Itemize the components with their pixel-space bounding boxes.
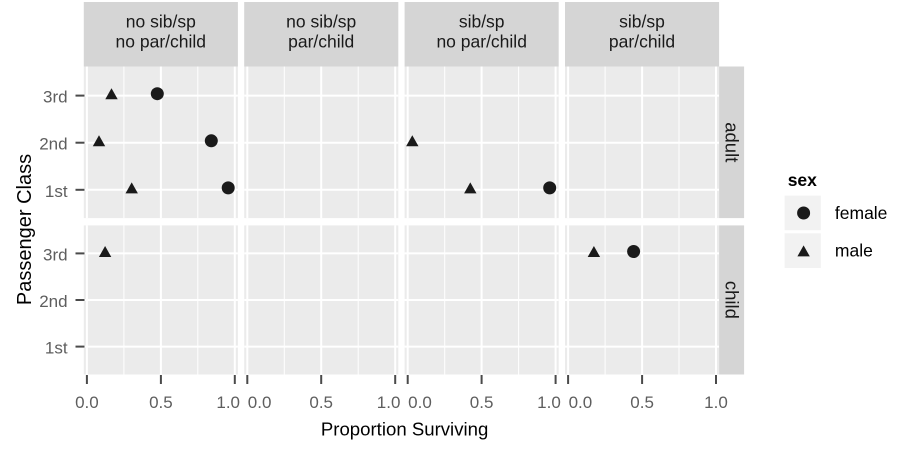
svg-text:2nd: 2nd bbox=[39, 292, 67, 311]
svg-text:sex: sex bbox=[788, 170, 817, 190]
svg-text:2nd: 2nd bbox=[39, 135, 67, 154]
svg-text:1.0: 1.0 bbox=[216, 393, 240, 412]
svg-text:0.5: 0.5 bbox=[149, 393, 173, 412]
svg-text:0.0: 0.0 bbox=[75, 393, 99, 412]
svg-text:3rd: 3rd bbox=[43, 88, 68, 107]
svg-text:1.0: 1.0 bbox=[537, 393, 561, 412]
svg-text:Passenger Class: Passenger Class bbox=[14, 154, 36, 305]
svg-text:male: male bbox=[835, 241, 873, 261]
svg-text:Proportion Surviving: Proportion Surviving bbox=[321, 418, 488, 439]
svg-text:0.5: 0.5 bbox=[630, 393, 654, 412]
svg-text:1.0: 1.0 bbox=[377, 393, 401, 412]
svg-text:par/child: par/child bbox=[288, 31, 354, 51]
svg-text:3rd: 3rd bbox=[43, 245, 68, 264]
svg-text:0.5: 0.5 bbox=[470, 393, 494, 412]
svg-text:no sib/sp: no sib/sp bbox=[286, 12, 356, 32]
svg-text:1.0: 1.0 bbox=[704, 393, 728, 412]
svg-text:no par/child: no par/child bbox=[116, 31, 206, 51]
svg-text:1st: 1st bbox=[45, 339, 68, 358]
svg-text:0.0: 0.0 bbox=[248, 393, 272, 412]
svg-text:adult: adult bbox=[721, 122, 742, 162]
svg-text:1st: 1st bbox=[45, 182, 68, 201]
svg-text:sib/sp: sib/sp bbox=[459, 12, 505, 32]
svg-text:child: child bbox=[721, 281, 742, 319]
svg-text:no sib/sp: no sib/sp bbox=[126, 12, 196, 32]
svg-text:0.0: 0.0 bbox=[408, 393, 432, 412]
svg-text:0.0: 0.0 bbox=[569, 393, 593, 412]
svg-text:sib/sp: sib/sp bbox=[619, 12, 665, 32]
svg-text:0.5: 0.5 bbox=[309, 393, 333, 412]
svg-text:female: female bbox=[835, 203, 888, 223]
svg-text:par/child: par/child bbox=[609, 31, 675, 51]
svg-text:no par/child: no par/child bbox=[436, 31, 526, 51]
